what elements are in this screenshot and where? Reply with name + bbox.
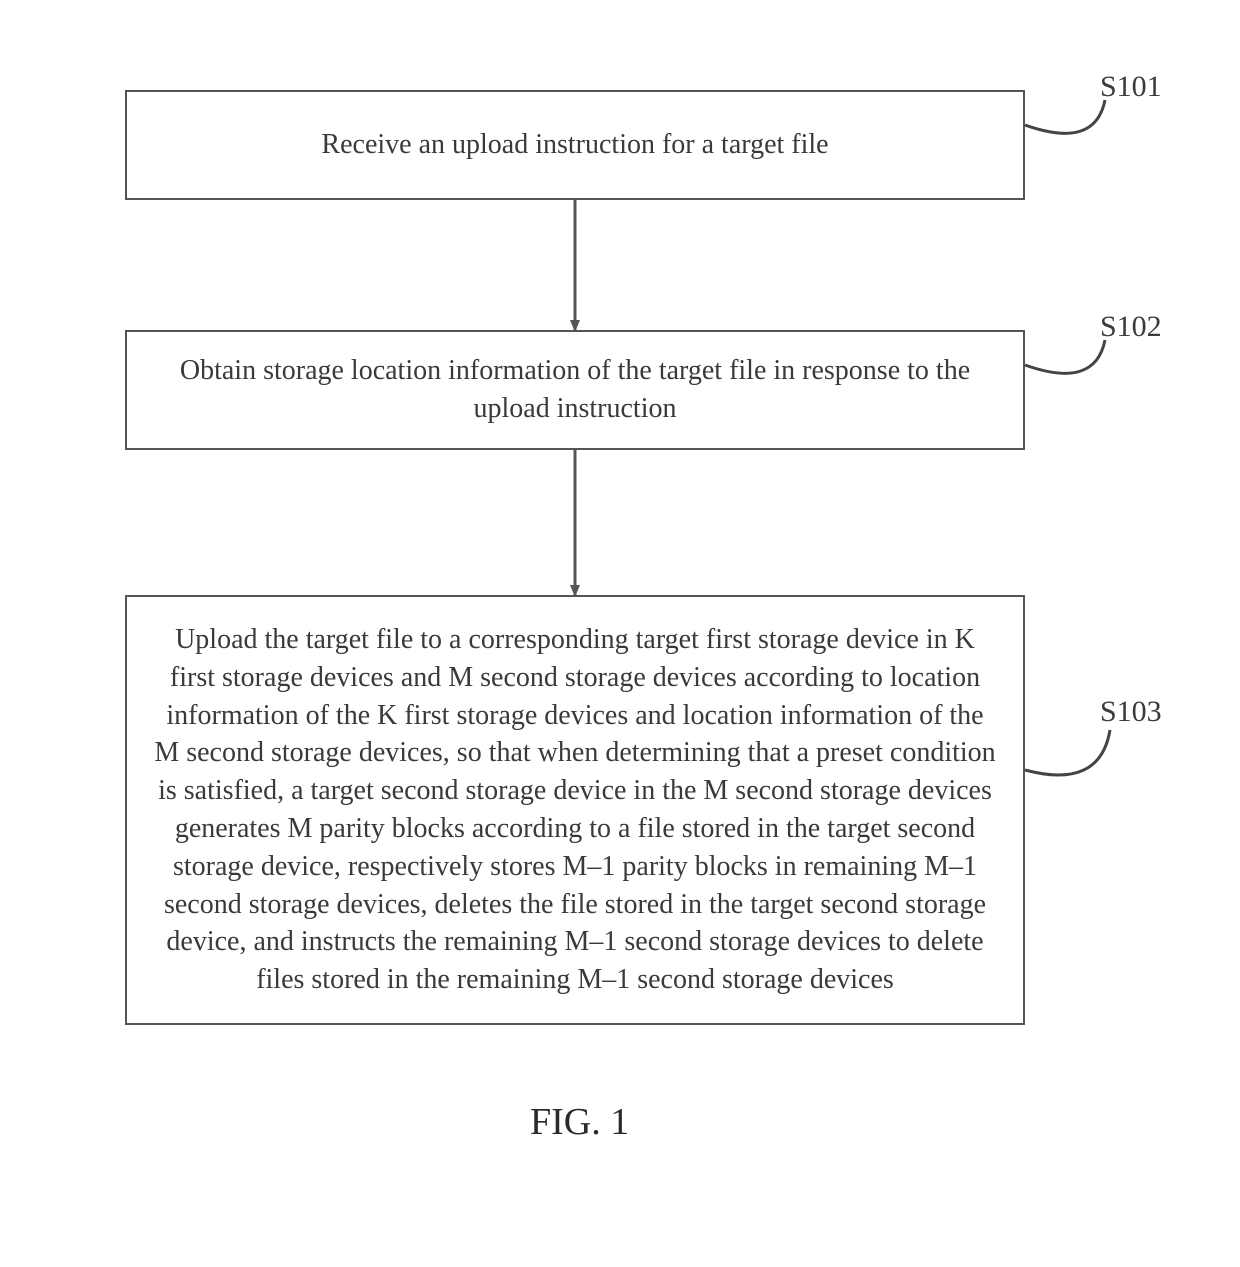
callout-curve-s102 bbox=[1025, 340, 1105, 373]
step-s101-label: S101 bbox=[1100, 70, 1162, 104]
callout-curve-s103 bbox=[1025, 730, 1110, 775]
step-s101-text: Receive an upload instruction for a targ… bbox=[321, 126, 828, 164]
flowchart-step-s102: Obtain storage location information of t… bbox=[125, 330, 1025, 450]
callout-curve-s101 bbox=[1025, 100, 1105, 133]
flowchart-step-s103: Upload the target file to a correspondin… bbox=[125, 595, 1025, 1025]
step-s103-label: S103 bbox=[1100, 695, 1162, 729]
flowchart-step-s101: Receive an upload instruction for a targ… bbox=[125, 90, 1025, 200]
step-s102-text: Obtain storage location information of t… bbox=[151, 352, 999, 428]
step-s102-label: S102 bbox=[1100, 310, 1162, 344]
figure-caption: FIG. 1 bbox=[530, 1100, 629, 1144]
step-s103-text: Upload the target file to a correspondin… bbox=[151, 621, 999, 999]
flowchart-canvas: Receive an upload instruction for a targ… bbox=[0, 0, 1240, 1267]
